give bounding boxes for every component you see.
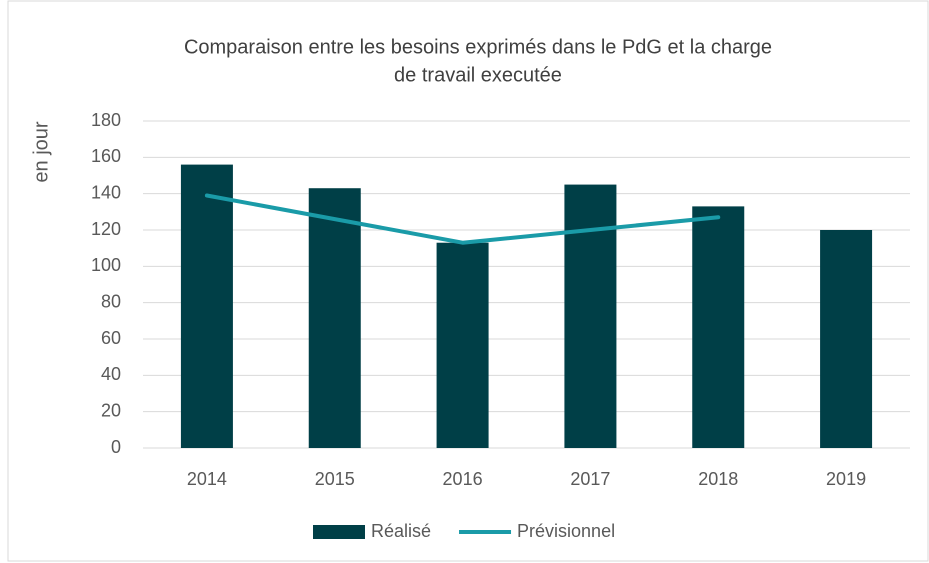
bar [436, 242, 489, 448]
y-tick-label: 140 [91, 182, 121, 202]
line [204, 193, 721, 245]
y-tick-label: 20 [101, 400, 121, 420]
y-axis-label: en jour [30, 121, 52, 182]
bar [308, 188, 361, 448]
y-tick-label: 80 [101, 291, 121, 311]
y-tick-label: 160 [91, 146, 121, 166]
bar [820, 230, 873, 448]
x-tick-label: 2017 [570, 469, 610, 489]
x-tick-label: 2018 [698, 469, 738, 489]
bar [692, 206, 745, 448]
chart-title: de travail executée [394, 64, 562, 86]
bar [564, 184, 617, 449]
y-tick-label: 0 [111, 437, 121, 457]
legend-swatch [313, 525, 365, 539]
x-tick-label: 2014 [187, 469, 227, 489]
y-tick-label: 40 [101, 364, 121, 384]
y-tick-label: 100 [91, 255, 121, 275]
y-tick-label: 180 [91, 110, 121, 130]
x-tick-label: 2016 [443, 469, 483, 489]
legend-label: Prévisionnel [517, 521, 615, 541]
legend-label: Réalisé [371, 521, 431, 541]
x-tick-label: 2019 [826, 469, 866, 489]
y-tick-label: 120 [91, 219, 121, 239]
bar [180, 164, 233, 448]
y-tick-label: 60 [101, 328, 121, 348]
chart-title: Comparaison entre les besoins exprimés d… [184, 36, 772, 58]
x-tick-label: 2015 [315, 469, 355, 489]
